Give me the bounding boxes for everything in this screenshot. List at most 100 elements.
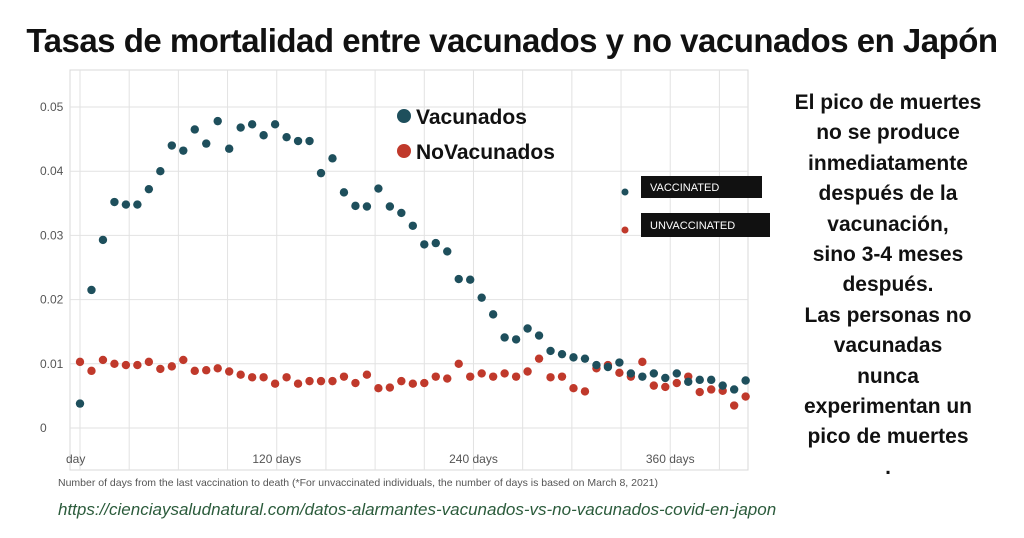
vaccinated-point bbox=[213, 116, 222, 126]
unvaccinated-point bbox=[488, 372, 498, 381]
vaccinated-point bbox=[167, 141, 177, 150]
unvaccinated-point bbox=[374, 383, 383, 393]
source-url[interactable]: https://cienciaysaludnatural.com/datos-a… bbox=[58, 500, 777, 519]
legend-box-label-vaccinated: VACCINATED bbox=[650, 182, 719, 194]
unvaccinated-point bbox=[190, 366, 199, 376]
unvaccinated-point bbox=[282, 373, 291, 382]
side-note-line: sino 3-4 meses bbox=[812, 243, 964, 267]
vaccinated-point bbox=[431, 238, 440, 248]
vaccinated-point bbox=[259, 131, 268, 140]
side-note: El pico de muertes no se produce inmediata… bbox=[768, 88, 1008, 483]
unvaccinated-point bbox=[87, 366, 96, 376]
unvaccinated-point bbox=[546, 373, 555, 382]
side-note-line: después. bbox=[842, 273, 934, 297]
unvaccinated-point bbox=[557, 372, 567, 381]
vaccinated-point bbox=[569, 353, 578, 362]
vaccinated-point bbox=[477, 293, 486, 302]
unvaccinated-point bbox=[534, 354, 544, 363]
side-note-line: Las personas no bbox=[804, 303, 972, 327]
side-note-line: pico de muertes bbox=[807, 425, 969, 449]
legend-label-vaccinated: Vacunados bbox=[416, 106, 527, 129]
legend-box-marker-unvaccinated bbox=[621, 226, 629, 234]
legend-box-label-unvaccinated: UNVACCINATED bbox=[650, 220, 735, 232]
x-tick-label: 240 days bbox=[449, 452, 498, 466]
vaccinated-point bbox=[374, 184, 383, 193]
unvaccinated-point bbox=[454, 359, 463, 368]
unvaccinated-point bbox=[351, 378, 360, 388]
y-tick-label: 0.02 bbox=[40, 293, 64, 307]
vaccinated-point bbox=[385, 202, 395, 211]
side-note-line: vacunadas bbox=[833, 334, 943, 358]
vaccinated-point bbox=[236, 123, 245, 132]
vaccinated-point bbox=[741, 376, 750, 385]
unvaccinated-point bbox=[179, 355, 188, 365]
vaccinated-point bbox=[98, 235, 108, 245]
legend-marker-vaccinated bbox=[397, 109, 411, 123]
vaccinated-point bbox=[557, 349, 567, 359]
unvaccinated-point bbox=[661, 382, 670, 392]
unvaccinated-point bbox=[362, 370, 372, 379]
vaccinated-point bbox=[305, 136, 314, 146]
side-note-line: vacunación, bbox=[827, 212, 949, 236]
vaccinated-point bbox=[649, 369, 659, 378]
plot-background bbox=[69, 69, 749, 471]
vaccinated-point bbox=[672, 369, 681, 378]
unvaccinated-point bbox=[328, 376, 337, 386]
vaccinated-point bbox=[397, 208, 406, 218]
side-note-line: . bbox=[885, 455, 891, 479]
vaccinated-point bbox=[534, 331, 544, 340]
side-note-line: nunca bbox=[857, 364, 919, 388]
unvaccinated-point bbox=[247, 373, 257, 382]
page-title: Tasas de mortalidad entre vacunados y no… bbox=[26, 22, 998, 59]
vaccinated-point bbox=[546, 346, 555, 356]
legend-box-unvaccinated bbox=[641, 213, 770, 237]
vaccinated-point bbox=[247, 120, 257, 129]
unvaccinated-point bbox=[431, 372, 440, 381]
y-tick-label: 0.04 bbox=[40, 164, 64, 178]
unvaccinated-point bbox=[213, 364, 222, 373]
vaccinated-point bbox=[75, 399, 85, 408]
unvaccinated-point bbox=[270, 379, 280, 388]
vaccinated-point bbox=[638, 372, 647, 381]
vaccinated-point bbox=[351, 201, 360, 211]
unvaccinated-point bbox=[638, 357, 647, 367]
unvaccinated-point bbox=[707, 385, 716, 394]
vaccinated-point bbox=[580, 354, 590, 363]
vaccinated-point bbox=[224, 144, 234, 153]
unvaccinated-point bbox=[649, 381, 659, 390]
vaccinated-point bbox=[718, 381, 727, 390]
unvaccinated-point bbox=[511, 372, 521, 381]
legend: Vacunados NoVacunados VACCINATED UNVACCINAT… bbox=[397, 106, 770, 237]
vaccinated-point bbox=[270, 120, 280, 129]
vaccinated-point bbox=[156, 167, 165, 176]
vaccinated-point bbox=[110, 197, 119, 207]
unvaccinated-point bbox=[477, 369, 486, 378]
vaccinated-point bbox=[339, 188, 349, 197]
unvaccinated-point bbox=[98, 355, 108, 365]
vaccinated-point bbox=[500, 333, 509, 342]
unvaccinated-point bbox=[110, 359, 119, 368]
x-tick-label: day bbox=[66, 452, 85, 466]
side-note-line: inmediatamente bbox=[808, 151, 968, 175]
y-tick-label: 0.05 bbox=[40, 100, 64, 114]
vaccinated-point bbox=[420, 240, 429, 249]
x-tick-label: 360 days bbox=[646, 452, 695, 466]
unvaccinated-point bbox=[133, 360, 142, 370]
vaccinated-point bbox=[87, 285, 96, 295]
vaccinated-point bbox=[707, 375, 716, 385]
unvaccinated-point bbox=[144, 357, 154, 367]
unvaccinated-point bbox=[500, 369, 509, 378]
unvaccinated-point bbox=[569, 383, 578, 393]
vaccinated-point bbox=[626, 369, 636, 378]
vaccinated-point bbox=[328, 154, 337, 163]
legend-marker-unvaccinated bbox=[397, 144, 411, 158]
unvaccinated-point bbox=[695, 387, 704, 397]
vaccinated-point bbox=[293, 136, 303, 146]
vaccinated-point bbox=[684, 377, 693, 386]
unvaccinated-point bbox=[224, 367, 234, 376]
vaccinated-point bbox=[466, 275, 475, 284]
unvaccinated-point bbox=[397, 376, 406, 386]
unvaccinated-point bbox=[156, 364, 165, 374]
unvaccinated-point bbox=[580, 387, 590, 396]
vaccinated-point bbox=[190, 125, 199, 134]
